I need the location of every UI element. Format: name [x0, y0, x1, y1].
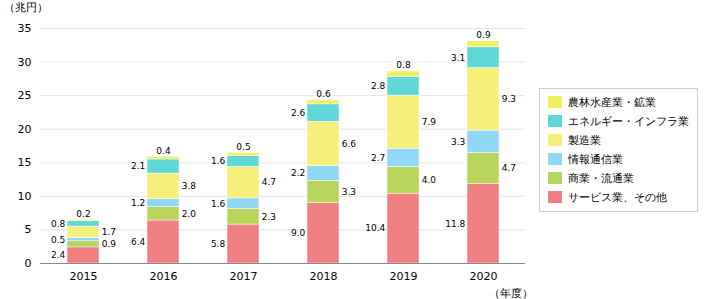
svg-text:3.3: 3.3	[451, 137, 465, 147]
svg-text:6.6: 6.6	[342, 139, 357, 149]
svg-text:5.8: 5.8	[211, 239, 226, 249]
svg-text:1.7: 1.7	[102, 227, 116, 237]
svg-text:9.3: 9.3	[502, 94, 516, 104]
html-text:サービス業、その他: サービス業、その他	[568, 190, 667, 204]
svg-text:2.6: 2.6	[291, 108, 306, 118]
svg-text:2020: 2020	[470, 270, 498, 283]
html-text:情報通信業: 情報通信業	[568, 152, 623, 166]
svg-text:2.7: 2.7	[371, 153, 385, 163]
svg-text:0.2: 0.2	[76, 209, 90, 219]
svg-text:20: 20	[18, 123, 32, 136]
svg-text:3.3: 3.3	[342, 187, 356, 197]
svg-text:7.9: 7.9	[422, 117, 437, 127]
svg-text:15: 15	[18, 156, 32, 169]
svg-text:9.0: 9.0	[291, 228, 306, 238]
svg-text:2016: 2016	[150, 270, 178, 283]
html-text:商業・流通業: 商業・流通業	[568, 171, 634, 185]
html-text:農林水産業・鉱業: 農林水産業・鉱業	[568, 95, 656, 109]
svg-text:0.6: 0.6	[316, 89, 331, 99]
svg-text:35: 35	[18, 22, 32, 35]
svg-text:2018: 2018	[310, 270, 338, 283]
svg-text:2.4: 2.4	[51, 250, 66, 260]
svg-text:11.8: 11.8	[445, 219, 465, 229]
svg-text:1.6: 1.6	[211, 156, 226, 166]
svg-text:（兆円）: （兆円）	[4, 1, 48, 14]
svg-text:2019: 2019	[390, 270, 418, 283]
svg-text:30: 30	[18, 56, 32, 69]
svg-text:4.0: 4.0	[422, 175, 437, 185]
svg-text:0.8: 0.8	[51, 219, 66, 229]
svg-text:2.1: 2.1	[131, 161, 145, 171]
svg-text:0.8: 0.8	[396, 60, 411, 70]
html-text:エネルギー・インフラ業: エネルギー・インフラ業	[568, 114, 689, 128]
svg-text:10: 10	[18, 190, 32, 203]
svg-text:0.5: 0.5	[236, 142, 250, 152]
svg-text:25: 25	[18, 89, 32, 102]
svg-text:0.4: 0.4	[156, 146, 171, 156]
svg-text:4.7: 4.7	[262, 177, 276, 187]
svg-text:2.0: 2.0	[182, 209, 197, 219]
svg-text:2017: 2017	[230, 270, 258, 283]
html-text:製造業: 製造業	[568, 133, 601, 147]
svg-text:0: 0	[25, 257, 32, 270]
svg-text:2015: 2015	[70, 270, 98, 283]
svg-text:4.7: 4.7	[502, 163, 516, 173]
svg-text:10.4: 10.4	[365, 223, 385, 233]
svg-text:0.5: 0.5	[51, 235, 65, 245]
svg-text:2.8: 2.8	[371, 81, 386, 91]
svg-text:2.3: 2.3	[262, 212, 276, 222]
svg-text:0.9: 0.9	[102, 239, 117, 249]
svg-text:3.8: 3.8	[182, 181, 197, 191]
svg-text:0.9: 0.9	[476, 30, 491, 40]
svg-text:2.2: 2.2	[291, 168, 305, 178]
svg-text:5: 5	[25, 223, 32, 236]
svg-text:6.4: 6.4	[131, 237, 146, 247]
svg-text:（年度）: （年度）	[489, 287, 533, 299]
svg-text:1.6: 1.6	[211, 199, 226, 209]
svg-text:1.2: 1.2	[131, 198, 145, 208]
svg-text:3.1: 3.1	[451, 53, 465, 63]
